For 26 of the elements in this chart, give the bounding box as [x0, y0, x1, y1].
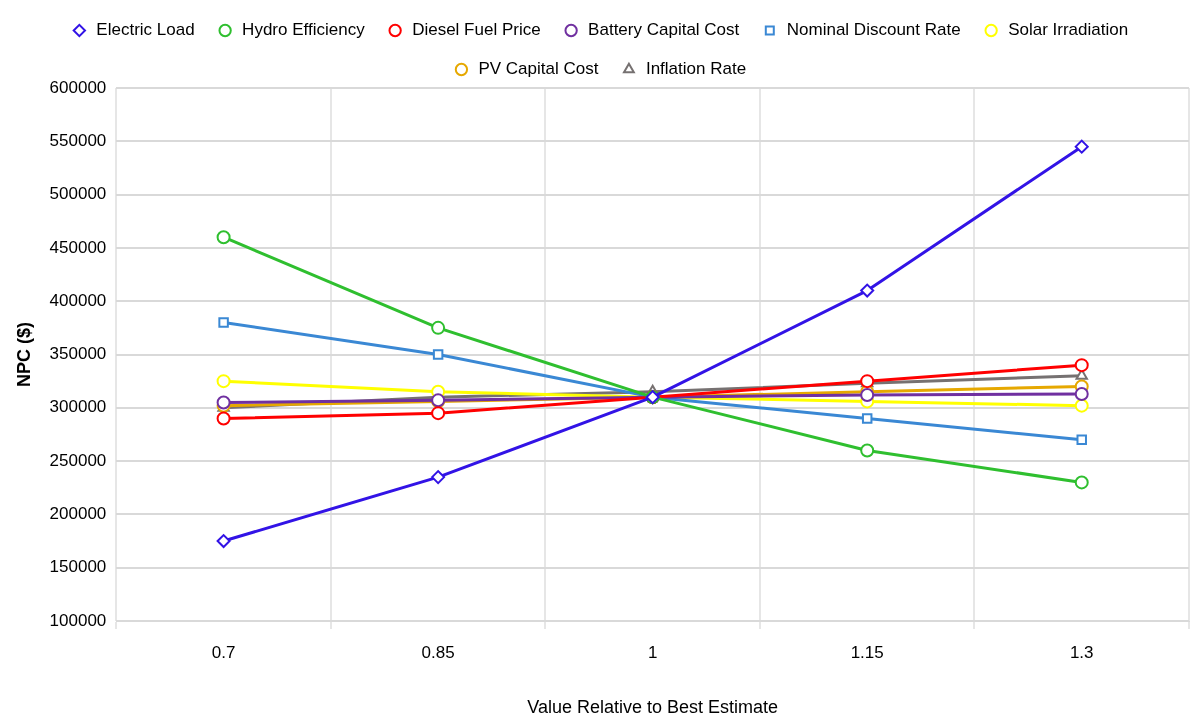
legend-label: Electric Load	[96, 20, 195, 40]
legend-label: Solar Irradiation	[1008, 20, 1129, 40]
x-axis-title: Value Relative to Best Estimate	[527, 697, 779, 718]
y-tick-label: 450000	[49, 237, 107, 257]
legend-label: Hydro Efficiency	[242, 20, 366, 40]
y-tick-label: 500000	[49, 184, 107, 204]
y-axis-title: NPC ($)	[13, 321, 34, 388]
y-tick-label: 150000	[49, 557, 107, 577]
legend-label: Battery Capital Cost	[588, 20, 740, 40]
legend-label: Inflation Rate	[645, 59, 747, 79]
y-tick-label: 200000	[49, 504, 107, 524]
x-tick-label: 1.3	[1069, 642, 1094, 662]
y-tick-label: 100000	[49, 610, 107, 630]
y-tick-label: 350000	[49, 344, 107, 364]
y-tick-label: 250000	[49, 450, 107, 470]
y-tick-label: 400000	[49, 290, 107, 310]
x-tick-label: 0.85	[421, 642, 455, 662]
legend-label: Diesel Fuel Price	[412, 20, 541, 40]
x-tick-label: 0.7	[211, 642, 236, 662]
y-tick-label: 300000	[49, 397, 107, 417]
y-tick-label: 550000	[49, 130, 107, 150]
legend-label: PV Capital Cost	[478, 59, 599, 79]
x-tick-label: 1	[647, 642, 658, 662]
x-tick-label: 1.15	[850, 642, 884, 662]
y-tick-label: 600000	[49, 77, 107, 97]
legend-label: Nominal Discount Rate	[786, 20, 961, 40]
